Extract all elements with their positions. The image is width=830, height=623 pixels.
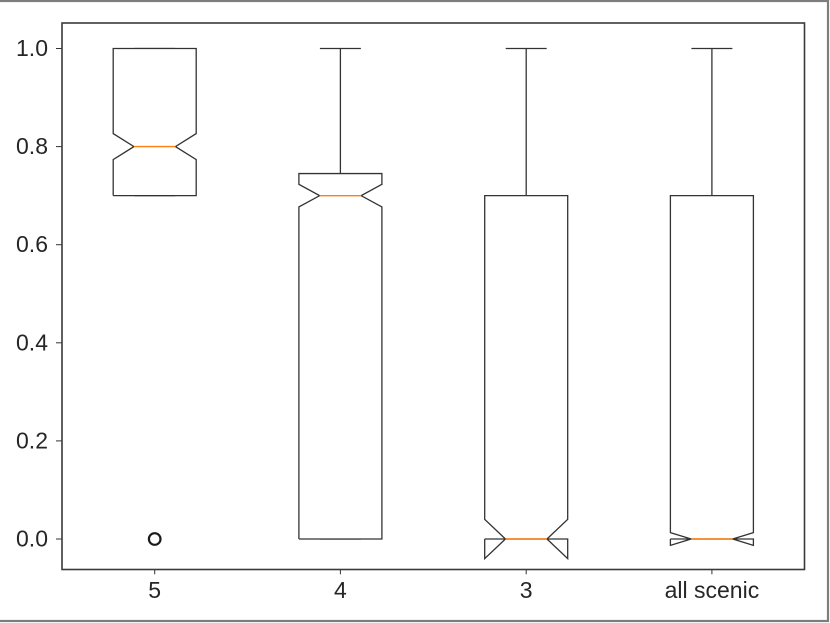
svg-text:1.0: 1.0 — [16, 35, 48, 61]
svg-text:all scenic: all scenic — [665, 577, 760, 603]
svg-text:0.4: 0.4 — [16, 330, 48, 356]
svg-text:4: 4 — [334, 577, 347, 603]
svg-text:0.0: 0.0 — [16, 526, 48, 552]
svg-text:0.8: 0.8 — [16, 133, 48, 159]
svg-text:3: 3 — [520, 577, 533, 603]
svg-text:5: 5 — [148, 577, 161, 603]
svg-text:0.6: 0.6 — [16, 231, 48, 257]
svg-text:0.2: 0.2 — [16, 428, 48, 454]
